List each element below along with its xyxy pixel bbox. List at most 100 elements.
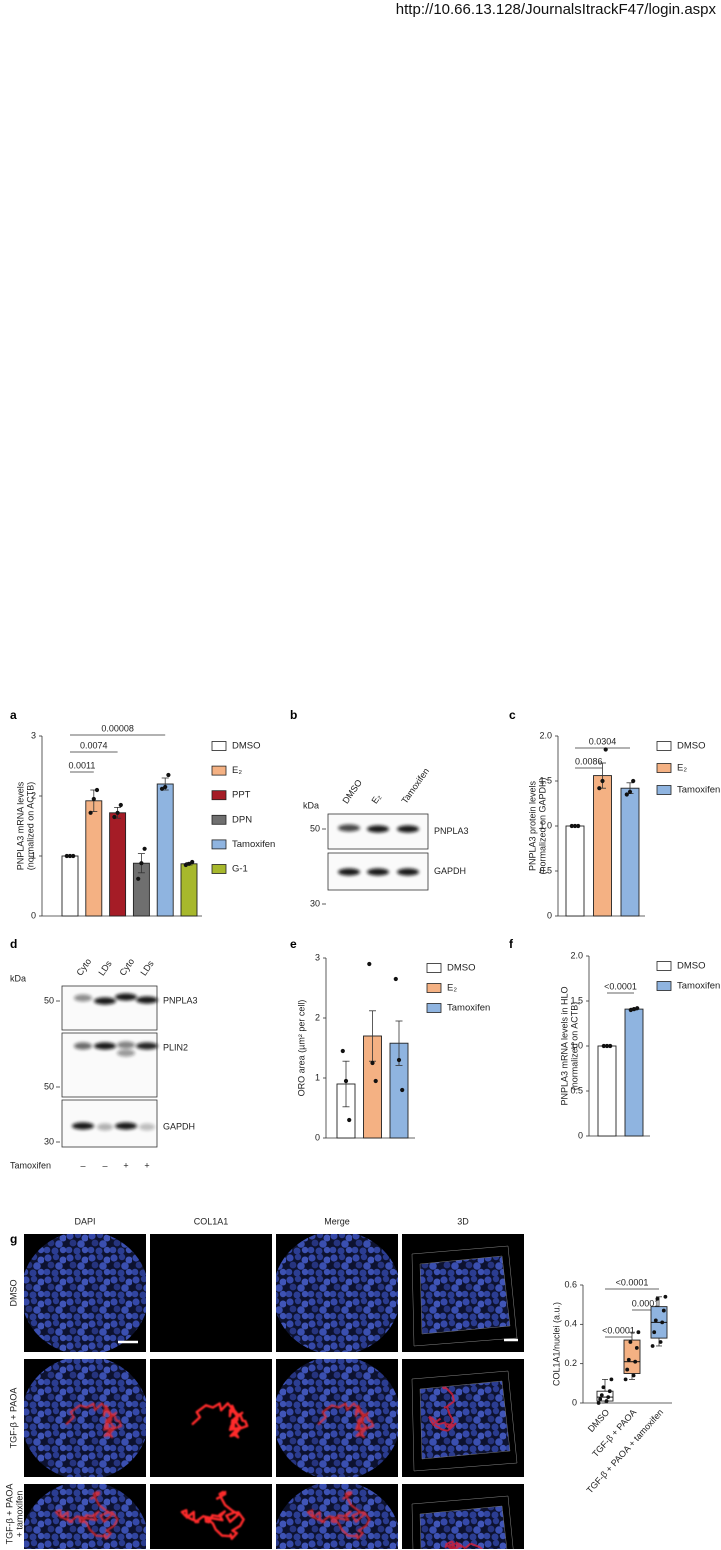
data-point <box>396 1057 402 1063</box>
band <box>72 1122 94 1130</box>
legend-label: DMSO <box>447 963 476 974</box>
panel-label: g <box>10 1232 17 1246</box>
y-tick-label: 0.5 <box>539 865 552 875</box>
data-point <box>631 1373 636 1378</box>
y-tick-label: 0 <box>547 910 552 920</box>
p-value: 0.0011 <box>68 760 95 770</box>
data-point <box>600 778 605 784</box>
data-point <box>186 861 192 866</box>
y-axis-label: (normalized on GAPDH) <box>537 777 547 874</box>
collagen-stain <box>54 1491 119 1540</box>
data-point <box>636 1330 641 1335</box>
image-content <box>24 1359 146 1477</box>
error-bar <box>342 1060 350 1108</box>
band <box>367 825 389 833</box>
image-content <box>180 1490 245 1540</box>
data-point <box>623 1377 628 1382</box>
data-point <box>601 1385 606 1390</box>
bar <box>109 812 127 917</box>
band <box>338 824 360 832</box>
y-tick-label: 3 <box>315 952 320 962</box>
legend-swatch <box>656 741 672 751</box>
y-tick-label: 0.2 <box>564 1358 577 1368</box>
legend-label: Tamoxifen <box>677 785 720 796</box>
bar <box>85 800 103 917</box>
micrograph <box>150 1484 272 1549</box>
data-point <box>597 786 602 791</box>
nuclei-stain <box>276 1234 398 1352</box>
bar <box>597 1045 617 1137</box>
data-point <box>596 1401 601 1405</box>
legend-label: E₂ <box>447 983 457 994</box>
treatment-sign: + <box>123 1160 128 1170</box>
legend-label: E₂ <box>232 765 242 776</box>
image-background <box>150 1359 272 1477</box>
y-axis-label: ORO area (µm² per cell) <box>296 1000 306 1097</box>
url: http://10.66.13.128/JournalsItrackF47/lo… <box>396 1 717 18</box>
collagen-stain <box>317 1402 375 1439</box>
panel-label: a <box>10 708 17 722</box>
column-label: COL1A1 <box>194 1216 229 1226</box>
p-value: 0.0304 <box>589 736 617 746</box>
data-point <box>603 747 608 752</box>
row-label: DMSO <box>8 1280 18 1307</box>
column-label: DAPI <box>74 1216 95 1226</box>
band <box>97 1123 113 1131</box>
data-point <box>163 784 168 790</box>
panel-label: d <box>10 937 17 951</box>
y-tick-label: 1 <box>31 850 36 860</box>
band <box>136 1042 158 1050</box>
p-value: 0.0001 <box>632 1298 660 1308</box>
lane-label: Cyto <box>74 957 93 978</box>
data-point <box>608 1043 613 1049</box>
y-tick-label: 1 <box>315 1072 320 1082</box>
bar <box>593 775 612 917</box>
band <box>136 996 158 1004</box>
data-point <box>635 1006 640 1011</box>
lane-label: LDs <box>96 958 114 977</box>
panel-label: e <box>290 937 297 951</box>
lane-label: Tamoxifen <box>399 766 431 805</box>
bar <box>565 825 585 917</box>
legend-swatch <box>656 763 672 773</box>
bounding-box <box>411 1495 514 1549</box>
protein-label: GAPDH <box>434 866 466 876</box>
data-point <box>599 1393 604 1398</box>
image-content <box>24 1234 146 1352</box>
data-point <box>370 1060 375 1066</box>
data-point <box>166 772 171 778</box>
micrograph <box>24 1484 146 1549</box>
data-point <box>626 1357 631 1362</box>
y-axis-label: (normalized on ACTB) <box>569 1002 579 1091</box>
bounding-box <box>411 1370 518 1472</box>
image-content <box>411 1370 518 1472</box>
data-point <box>661 1308 666 1313</box>
collagen-stain <box>428 1386 457 1432</box>
data-point <box>660 1320 665 1325</box>
data-point <box>159 786 165 791</box>
y-tick-label: 2 <box>315 1012 320 1022</box>
y-tick-label: 0.5 <box>570 1085 583 1095</box>
legend-label: DMSO <box>677 961 706 972</box>
legend-swatch <box>426 963 442 973</box>
y-tick-label: 3 <box>31 730 36 740</box>
data-point <box>64 853 69 859</box>
legend-label: PPT <box>232 790 251 801</box>
data-point <box>598 1397 603 1401</box>
bar <box>620 787 640 917</box>
band <box>139 1123 155 1131</box>
micrograph <box>24 1234 146 1352</box>
band <box>397 825 419 833</box>
data-point <box>340 1048 345 1054</box>
lane-label: DMSO <box>340 778 364 806</box>
lane-label: E₂ <box>369 792 383 806</box>
protein-label: GAPDH <box>163 1121 195 1131</box>
legend-swatch <box>211 765 227 776</box>
bounding-box <box>411 1245 518 1347</box>
band <box>117 1041 135 1049</box>
collagen-stain <box>444 1540 483 1549</box>
legend-label: Tamoxifen <box>232 839 275 850</box>
data-point <box>604 1399 609 1403</box>
y-axis-label: PNPLA3 mRNA levels in HLO <box>559 986 569 1105</box>
legend-swatch <box>656 961 672 971</box>
